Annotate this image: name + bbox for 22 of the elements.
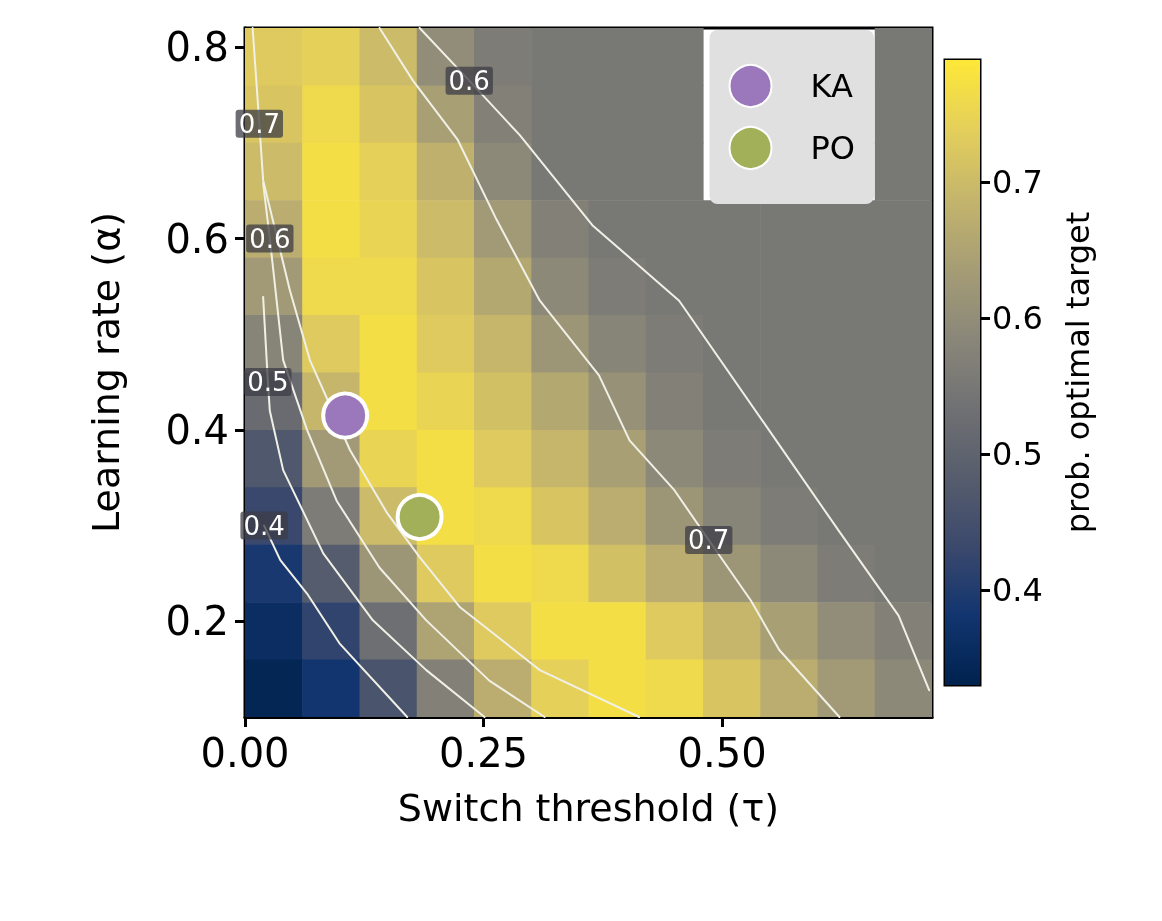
annotation: 0.4 [243, 510, 285, 541]
x-tick-label: 0.00 [200, 730, 290, 776]
annotation: 0.7 [688, 524, 730, 555]
y-axis-title: Learning rate (α) [84, 211, 128, 534]
y-tick-label: 0.6 [165, 215, 229, 262]
y-tick-label: 0.2 [165, 598, 229, 645]
x-tick-label: 0.25 [439, 730, 529, 776]
x-tick-label: 0.50 [677, 730, 767, 776]
legend-label: PO [810, 129, 855, 167]
color-bar-label: 0.7 [992, 163, 1043, 202]
color-bar-label: 0.6 [992, 299, 1043, 338]
y-tick-label: 0.8 [165, 24, 229, 71]
legend-label: KA [810, 67, 853, 105]
annotation: 0.6 [448, 65, 490, 96]
annotation: 0.6 [249, 223, 291, 254]
annotation: 0.7 [238, 108, 280, 139]
annotation: 0.5 [247, 367, 289, 398]
color-bar-label: 0.5 [992, 435, 1043, 474]
x-axis-title: Switch threshold (τ) [397, 786, 780, 830]
color-bar-title: prob. optimal target [1059, 211, 1097, 534]
y-tick-label: 0.4 [165, 406, 229, 453]
color-bar-label: 0.4 [992, 570, 1043, 609]
